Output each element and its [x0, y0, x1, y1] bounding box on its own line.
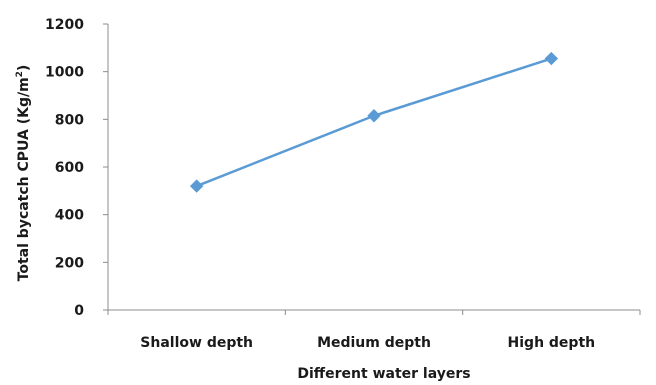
data-point: [544, 51, 559, 66]
y-axis: 0 200 400 600 800 1000 1200: [45, 17, 109, 319]
y-tick-label: 1200: [45, 17, 84, 33]
y-axis-title-main: Total bycatch CPUA (Kg/m: [16, 77, 32, 281]
series-group: [189, 51, 559, 193]
x-tick-label: High depth: [508, 335, 596, 351]
data-point: [367, 109, 381, 123]
y-tick-label: 200: [55, 255, 84, 271]
data-point: [189, 179, 204, 193]
y-tick-label: 400: [55, 208, 84, 224]
y-tick-label: 600: [55, 160, 84, 176]
y-tick-label: 0: [74, 303, 84, 319]
y-axis-title-superscript: 2: [15, 71, 25, 77]
x-tick-label: Shallow depth: [140, 335, 253, 351]
x-tick-label: Medium depth: [317, 335, 431, 351]
x-axis-title: Different water layers: [297, 366, 470, 382]
y-tick-label: 1000: [45, 65, 84, 81]
y-tick-label: 800: [55, 112, 84, 128]
y-axis-title: Total bycatch CPUA (Kg/m2): [15, 65, 32, 282]
x-axis: Shallow depth Medium depth High depth: [107, 309, 641, 351]
y-axis-title-tail: ): [16, 65, 32, 71]
